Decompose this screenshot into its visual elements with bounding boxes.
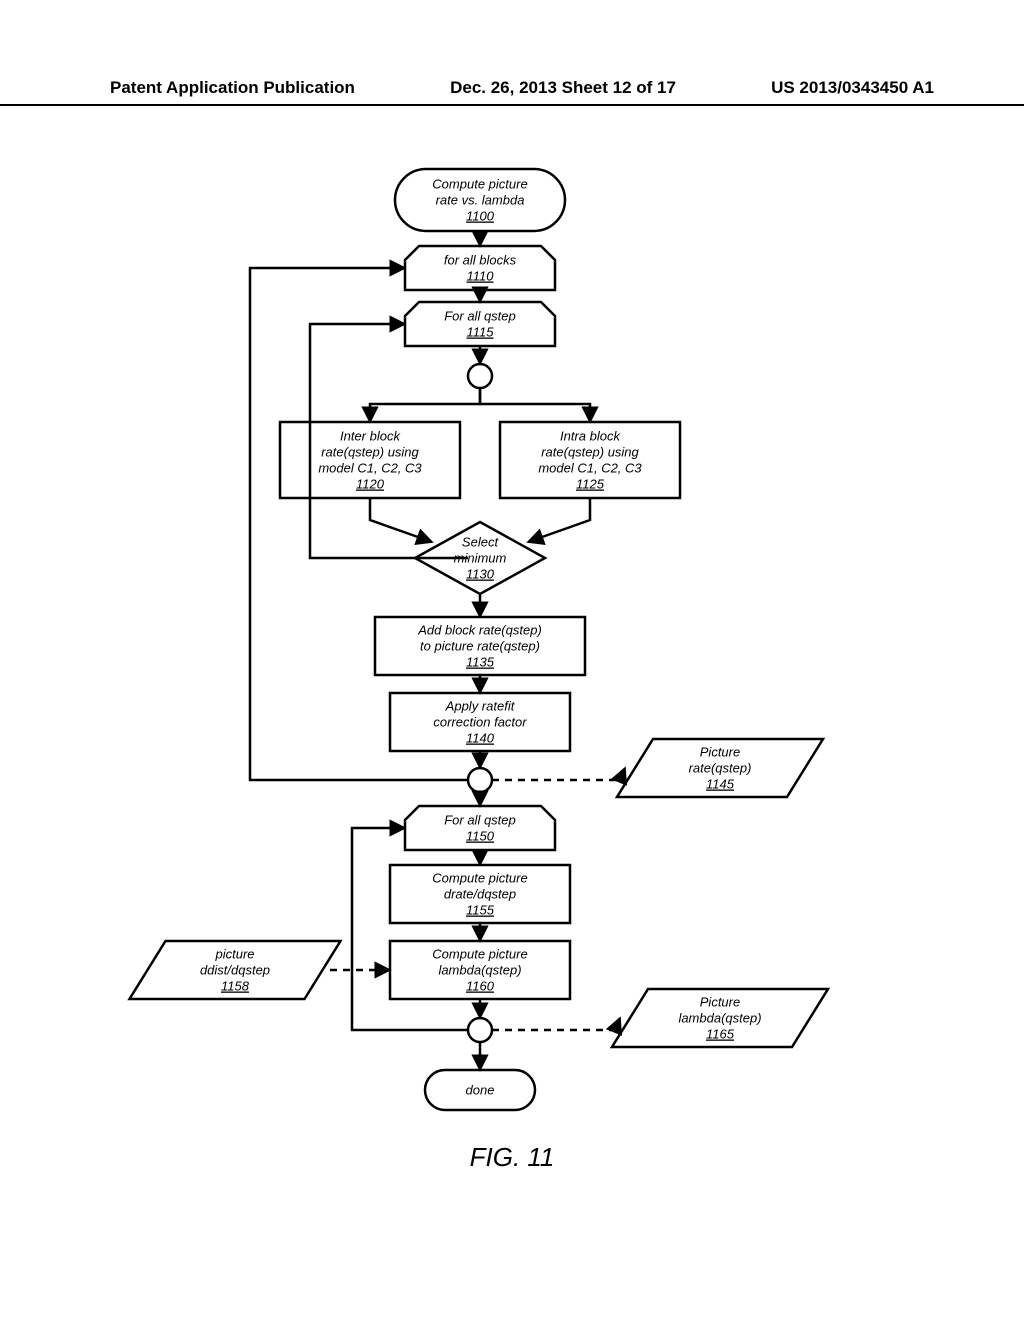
svg-text:1130: 1130	[466, 567, 495, 582]
svg-text:1100: 1100	[466, 209, 495, 224]
node-1115: For all qstep1115	[405, 302, 555, 346]
svg-text:Add block rate(qstep): Add block rate(qstep)	[417, 623, 542, 638]
svg-text:Compute picture: Compute picture	[432, 947, 527, 962]
node-1125: Intra blockrate(qstep) usingmodel C1, C2…	[500, 422, 680, 498]
svg-text:lambda(qstep): lambda(qstep)	[438, 963, 521, 978]
node-1100: Compute picturerate vs. lambda1100	[395, 169, 565, 231]
svg-text:model C1, C2, C3: model C1, C2, C3	[538, 461, 642, 476]
svg-text:1110: 1110	[467, 269, 495, 284]
node-1110: for all blocks1110	[405, 246, 555, 290]
svg-text:ddist/dqstep: ddist/dqstep	[200, 963, 270, 978]
svg-text:1140: 1140	[466, 731, 495, 746]
node-c3	[468, 1018, 492, 1042]
svg-text:to picture rate(qstep): to picture rate(qstep)	[420, 639, 540, 654]
svg-text:1165: 1165	[706, 1027, 735, 1042]
svg-text:model C1, C2, C3: model C1, C2, C3	[318, 461, 422, 476]
svg-text:rate(qstep) using: rate(qstep) using	[321, 445, 419, 460]
svg-text:Select: Select	[462, 535, 500, 550]
svg-text:rate(qstep): rate(qstep)	[689, 761, 752, 776]
node-1150: For all qstep1150	[405, 806, 555, 850]
svg-text:1155: 1155	[466, 903, 495, 918]
node-1160: Compute picturelambda(qstep)1160	[390, 941, 570, 999]
svg-text:done: done	[466, 1083, 495, 1098]
svg-text:correction factor: correction factor	[433, 715, 527, 730]
header-left: Patent Application Publication	[110, 78, 355, 98]
svg-text:1115: 1115	[467, 325, 495, 340]
svg-text:1135: 1135	[466, 655, 495, 670]
svg-text:Apply ratefit: Apply ratefit	[445, 699, 516, 714]
svg-text:Picture: Picture	[700, 745, 740, 760]
svg-text:for all blocks: for all blocks	[444, 253, 517, 268]
svg-text:For all qstep: For all qstep	[444, 813, 516, 828]
header-right: US 2013/0343450 A1	[771, 78, 934, 98]
svg-text:Compute picture: Compute picture	[432, 871, 527, 886]
header-center: Dec. 26, 2013 Sheet 12 of 17	[450, 78, 676, 98]
svg-text:1160: 1160	[466, 979, 495, 994]
node-c1	[468, 364, 492, 388]
node-1135: Add block rate(qstep)to picture rate(qst…	[375, 617, 585, 675]
svg-text:lambda(qstep): lambda(qstep)	[678, 1011, 761, 1026]
svg-text:1145: 1145	[706, 777, 735, 792]
svg-text:rate(qstep) using: rate(qstep) using	[541, 445, 639, 460]
svg-text:1125: 1125	[576, 477, 605, 492]
svg-text:Picture: Picture	[700, 995, 740, 1010]
svg-text:Inter block: Inter block	[340, 429, 401, 444]
svg-text:Intra block: Intra block	[560, 429, 621, 444]
svg-text:Compute picture: Compute picture	[432, 177, 527, 192]
node-1145: Picturerate(qstep)1145	[617, 739, 823, 797]
node-1155: Compute picturedrate/dqstep1155	[390, 865, 570, 923]
svg-text:1158: 1158	[221, 979, 250, 994]
node-done: done	[425, 1070, 535, 1110]
node-1165: Picturelambda(qstep)1165	[612, 989, 828, 1047]
node-c2	[468, 768, 492, 792]
node-1158: pictureddist/dqstep1158	[130, 941, 341, 999]
svg-text:For all qstep: For all qstep	[444, 309, 516, 324]
node-1120: Inter blockrate(qstep) usingmodel C1, C2…	[280, 422, 460, 498]
node-1140: Apply ratefitcorrection factor1140	[390, 693, 570, 751]
svg-text:picture: picture	[214, 947, 254, 962]
page-header: Patent Application Publication Dec. 26, …	[0, 78, 1024, 106]
flowchart-svg: Compute picturerate vs. lambda1100for al…	[0, 160, 1024, 1140]
svg-text:rate vs. lambda: rate vs. lambda	[436, 193, 525, 208]
patent-page: Patent Application Publication Dec. 26, …	[0, 0, 1024, 1320]
svg-text:1150: 1150	[466, 829, 495, 844]
figure-label: FIG. 11	[0, 1142, 1024, 1173]
svg-text:drate/dqstep: drate/dqstep	[444, 887, 516, 902]
svg-text:1120: 1120	[356, 477, 385, 492]
